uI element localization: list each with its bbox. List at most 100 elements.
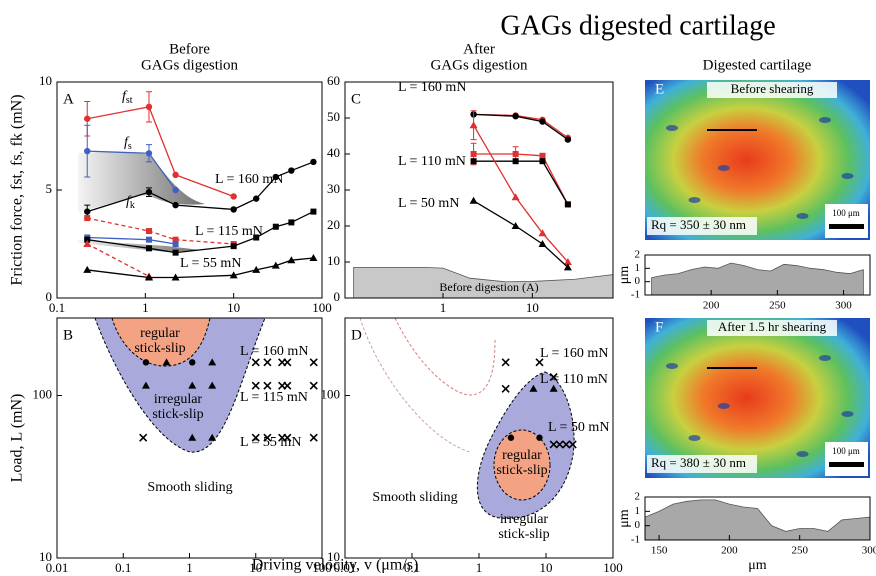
panel-label: E <box>655 81 664 97</box>
scale-label: 100 μm <box>832 208 860 218</box>
point <box>145 245 152 252</box>
point <box>469 121 478 129</box>
annotation: irregular <box>500 512 549 527</box>
point <box>253 234 260 241</box>
point <box>568 440 577 449</box>
annotation-text: regular <box>140 326 180 341</box>
point <box>188 433 197 441</box>
point <box>162 358 171 366</box>
annotation-subscript: s <box>128 141 132 152</box>
x-tick-label: 1 <box>476 560 483 575</box>
point <box>229 271 238 279</box>
annotation: L = 50 mN <box>548 420 609 435</box>
point <box>538 229 547 237</box>
annotation: L = 160 mN <box>540 346 608 361</box>
annotation-text: L = 110 mN <box>398 154 466 169</box>
annotation-text: L = 115 mN <box>240 390 308 405</box>
surface-pore <box>666 125 678 131</box>
y-tick-label: 10 <box>39 549 52 564</box>
point <box>563 263 572 271</box>
point <box>511 193 520 201</box>
series-line <box>87 106 234 198</box>
point <box>172 186 179 194</box>
y-tick-label: 0 <box>635 519 641 531</box>
y-tick-label: 20 <box>327 217 340 232</box>
panel-label: D <box>351 327 362 343</box>
annotation-text: stick-slip <box>498 527 549 542</box>
point <box>283 358 292 367</box>
point <box>562 440 571 449</box>
x-tick-label: 250 <box>769 300 786 312</box>
series-line <box>86 243 150 277</box>
annotation: L = 160 mN <box>398 80 466 95</box>
roughness: Rq = 380 ± 30 nm <box>651 455 746 470</box>
point <box>83 240 92 247</box>
point <box>507 434 515 441</box>
annotation-text: f <box>126 194 132 209</box>
series-line <box>473 124 569 263</box>
point <box>283 433 292 442</box>
caption-box <box>707 82 837 98</box>
annotation: regular <box>140 326 180 341</box>
point <box>272 223 279 230</box>
point <box>539 118 546 125</box>
point <box>208 433 217 441</box>
annotation-text: L = 50 mN <box>548 420 609 435</box>
annotation: L = 160 mN <box>215 172 283 187</box>
point <box>145 188 153 196</box>
annotation: stick-slip <box>134 341 185 356</box>
point <box>252 265 261 273</box>
point <box>145 228 152 235</box>
figure-title: GAGs digested cartilage <box>500 10 775 41</box>
annotation-text: L = 115 mN <box>195 224 263 239</box>
x-tick-label: 0.1 <box>404 560 420 575</box>
x-tick-label: 0.01 <box>46 560 69 575</box>
annotation: regular <box>502 448 542 463</box>
y-tick-label: 60 <box>327 73 340 88</box>
annotation-text: L = 110 mN <box>540 372 608 387</box>
annotation: L = 55 mN <box>240 435 301 450</box>
plot-frame <box>644 254 871 296</box>
surface-pore <box>841 411 854 417</box>
scale-box <box>825 442 868 476</box>
surface-pore <box>796 213 809 219</box>
rq-box <box>647 455 757 473</box>
panel-label: B <box>63 327 73 343</box>
point <box>84 147 91 155</box>
annotation-text: Smooth sliding <box>147 480 232 495</box>
x-tick-label: 0.1 <box>115 560 131 575</box>
point <box>172 171 179 179</box>
point <box>230 206 237 213</box>
annotation-text: L = 160 mN <box>240 344 308 359</box>
annotation-text: stick-slip <box>496 463 547 478</box>
point <box>288 219 295 226</box>
annotation-subscript: st <box>126 95 133 106</box>
point <box>139 433 148 442</box>
point <box>501 384 510 393</box>
annotation-text: L = 160 mN <box>215 172 283 187</box>
point <box>287 256 296 264</box>
series-line <box>473 113 569 141</box>
surface-pore <box>819 355 831 361</box>
annotation: L = 50 mN <box>398 196 459 211</box>
panel-label: C <box>351 91 361 107</box>
point <box>310 208 317 215</box>
series-line <box>87 217 234 245</box>
before-boundary <box>394 317 496 396</box>
annotation-text: f <box>122 89 128 104</box>
annotation: L = 115 mN <box>195 224 263 239</box>
point <box>271 261 280 269</box>
y-axis-label: Friction force, fst, fs, fk (mN) <box>9 94 26 285</box>
point <box>512 113 519 120</box>
annotation-text: f <box>124 135 130 150</box>
panel-title: Before <box>169 41 210 57</box>
annotation-text: L = 55 mN <box>180 256 241 271</box>
surface-pore <box>819 117 831 123</box>
point <box>309 433 318 442</box>
point <box>84 115 91 122</box>
point <box>253 195 260 202</box>
annotation-text: L = 160 mN <box>398 80 466 95</box>
surface-pore <box>796 451 809 457</box>
point <box>84 215 91 222</box>
